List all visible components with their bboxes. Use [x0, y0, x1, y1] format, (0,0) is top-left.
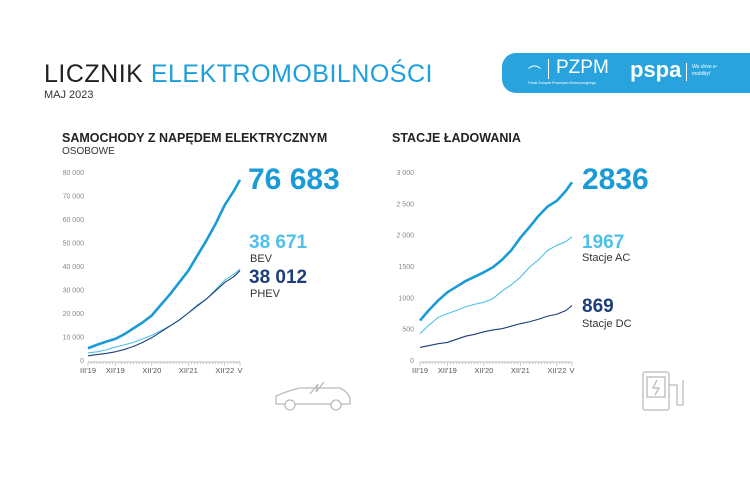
cars-total-value: 76 683	[248, 163, 340, 196]
pzpm-subtitle: Polski Związek Przemysłu Motoryzacyjnego	[528, 81, 596, 85]
y-tick-label: 0	[410, 358, 414, 365]
pspa-tagline: We drive e-mobility!	[692, 64, 718, 77]
y-tick-label: 70 000	[63, 194, 85, 201]
pspa-logo: pspa	[630, 57, 682, 82]
charging-station-icon	[642, 371, 684, 411]
y-tick-label: 1500	[398, 264, 414, 271]
bev-value: 38 671	[249, 232, 308, 253]
y-tick-label: 40 000	[63, 264, 85, 271]
electric-car-icon	[275, 381, 351, 411]
y-tick-label: 80 000	[63, 170, 85, 177]
ac-label: Stacje AC	[582, 252, 631, 264]
x-tick-label: XII'20	[474, 366, 493, 375]
series-line-stacje-dc	[419, 305, 573, 349]
title-part2: ELEKTROMOBILNOŚCI	[150, 60, 433, 88]
phev-value: 38 012	[249, 267, 308, 288]
dc-label: Stacje DC	[582, 318, 632, 330]
x-tick-label: XII'20	[142, 366, 161, 375]
bev-label: BEV	[250, 253, 273, 265]
stations-chart-title: STACJE ŁADOWANIA	[392, 131, 521, 145]
x-tick-label: XII'19	[106, 366, 125, 375]
y-tick-label: 1000	[398, 295, 414, 302]
series-line-phev	[87, 270, 241, 357]
dc-value: 869	[582, 296, 614, 317]
x-tick-label: III'19	[80, 366, 96, 375]
x-tick-label: XII'22	[547, 366, 566, 375]
y-tick-label: 10 000	[63, 335, 85, 342]
y-tick-label: 30 000	[63, 288, 85, 295]
y-tick-label: 0	[80, 358, 84, 365]
series-line-stacje-ac	[419, 236, 573, 335]
y-tick-label: 60 000	[63, 217, 85, 224]
series-line-total	[419, 181, 574, 322]
pzpm-bird-icon: ⌒	[528, 65, 542, 80]
page-title: LICZNIK ELEKTROMOBILNOŚCI	[44, 60, 433, 89]
y-tick-label: 2 500	[396, 201, 414, 208]
x-tick-label: III'19	[412, 366, 428, 375]
pzpm-logo: PZPM	[556, 57, 609, 78]
phev-label: PHEV	[250, 288, 280, 300]
x-tick-label: XII'21	[179, 366, 198, 375]
series-line-total	[87, 179, 242, 350]
ac-value: 1967	[582, 232, 625, 253]
y-tick-label: 500	[402, 327, 414, 334]
x-tick-label: XII'21	[511, 366, 530, 375]
x-tick-label: XII'19	[438, 366, 457, 375]
y-tick-label: 2 000	[396, 233, 414, 240]
y-tick-label: 3 000	[396, 170, 414, 177]
title-part1: LICZNIK	[44, 60, 144, 88]
stations-total-value: 2836	[582, 163, 649, 196]
y-tick-label: 20 000	[63, 311, 85, 318]
cars-chart-subtitle: OSOBOWE	[62, 146, 115, 157]
cars-chart-title: SAMOCHODY Z NAPĘDEM ELEKTRYCZNYM	[62, 131, 328, 145]
y-tick-label: 50 000	[63, 241, 85, 248]
logo-banner: ⌒ PZPM Polski Związek Przemysłu Motoryza…	[502, 53, 750, 93]
date-label: MAJ 2023	[44, 89, 94, 101]
x-tick-label: V	[569, 366, 574, 375]
x-tick-label: V	[237, 366, 242, 375]
x-tick-label: XII'22	[215, 366, 234, 375]
